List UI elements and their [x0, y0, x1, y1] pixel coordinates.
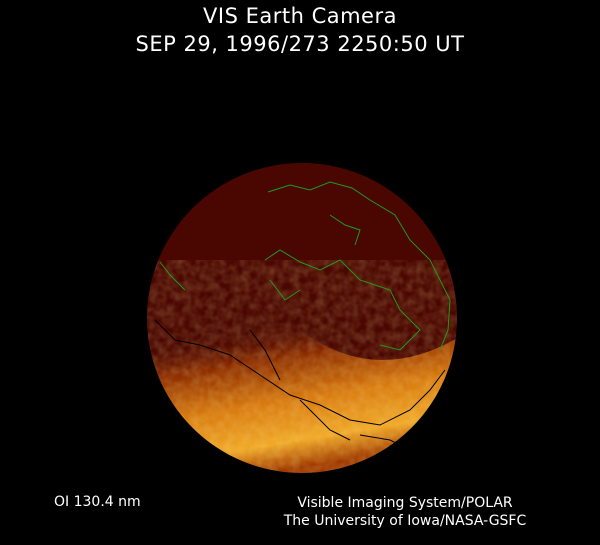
credits: Visible Imaging System/POLAR The Univers… [230, 494, 580, 530]
image-title: VIS Earth Camera [203, 4, 397, 28]
instrument-label: Visible Imaging System/POLAR [297, 495, 513, 511]
image-timestamp: SEP 29, 1996/273 2250:50 UT [135, 32, 465, 56]
wavelength-label: OI 130.4 nm [54, 494, 141, 510]
coastline-dayside [159, 181, 451, 351]
institution-label: The University of Iowa/NASA-GSFC [283, 513, 527, 529]
coastline-nightside [154, 319, 446, 446]
